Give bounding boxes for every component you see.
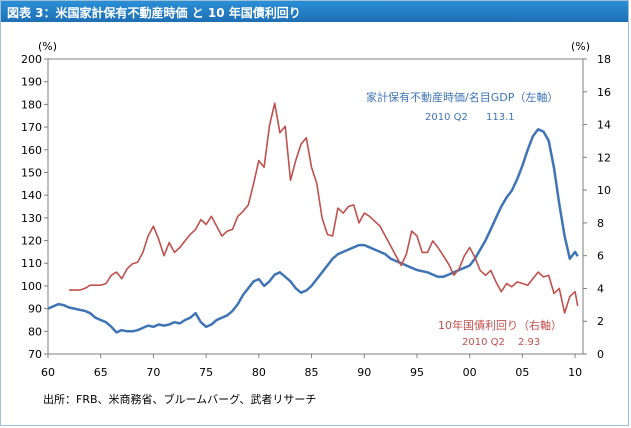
series-line-10y-yield <box>69 102 579 314</box>
x-tick-label: 05 <box>515 366 529 379</box>
right-tick-label: 2 <box>597 315 604 328</box>
right-axis-unit: (%) <box>571 40 590 53</box>
right-tick-label: 4 <box>597 282 604 295</box>
source-note: 出所：FRB、米商務省、ブルームバーグ、武者リサーチ <box>43 393 317 406</box>
right-tick-label: 16 <box>597 86 611 99</box>
left-tick-label: 170 <box>21 121 42 134</box>
right-tick-label: 18 <box>597 53 611 66</box>
left-tick-label: 150 <box>21 166 42 179</box>
right-tick-label: 0 <box>597 348 604 361</box>
right-tick-label: 12 <box>597 151 611 164</box>
right-tick-label: 8 <box>597 217 604 230</box>
x-tick-label: 95 <box>410 366 424 379</box>
left-tick-label: 80 <box>28 325 42 338</box>
left-tick-label: 140 <box>21 189 42 202</box>
left-tick-label: 160 <box>21 144 42 157</box>
x-tick-label: 90 <box>357 366 371 379</box>
series-line-real-estate <box>47 128 579 334</box>
right-tick-label: 6 <box>597 250 604 263</box>
x-tick-label: 65 <box>94 366 108 379</box>
left-tick-label: 100 <box>21 280 42 293</box>
left-tick-label: 130 <box>21 212 42 225</box>
x-tick-label: 00 <box>463 366 477 379</box>
figure-title-bar: 図表 3：米国家計保有不動産時価 と 10 年国債利回り <box>1 1 628 22</box>
x-tick-label: 80 <box>252 366 266 379</box>
annotation-period-real-estate: 2010 Q2 <box>425 112 468 123</box>
right-tick-label: 10 <box>597 184 611 197</box>
x-tick-label: 70 <box>146 366 160 379</box>
x-tick-label: 75 <box>199 366 213 379</box>
figure-title: 図表 3：米国家計保有不動産時価 と 10 年国債利回り <box>7 6 301 20</box>
x-tick-label: 10 <box>568 366 582 379</box>
left-tick-label: 120 <box>21 235 42 248</box>
series-label-10y-yield: 10年国債利回り（右軸） <box>438 318 562 332</box>
right-tick-label: 14 <box>597 119 611 132</box>
left-tick-label: 70 <box>28 348 42 361</box>
left-tick-label: 110 <box>21 257 42 270</box>
left-tick-label: 180 <box>21 98 42 111</box>
x-tick-label: 85 <box>305 366 319 379</box>
annotation-period-10y-yield: 2010 Q2 <box>462 337 505 348</box>
x-tick-label: 60 <box>41 366 55 379</box>
left-tick-label: 190 <box>21 76 42 89</box>
left-axis-unit: (%) <box>38 40 57 53</box>
series-label-real-estate: 家計保有不動産時価/名目GDP（左軸） <box>366 90 558 104</box>
annotation-value-real-estate: 113.1 <box>486 112 515 123</box>
plot-area <box>47 58 584 355</box>
left-tick-label: 200 <box>21 53 42 66</box>
annotation-value-10y-yield: 2.93 <box>518 337 540 348</box>
left-tick-label: 90 <box>28 303 42 316</box>
